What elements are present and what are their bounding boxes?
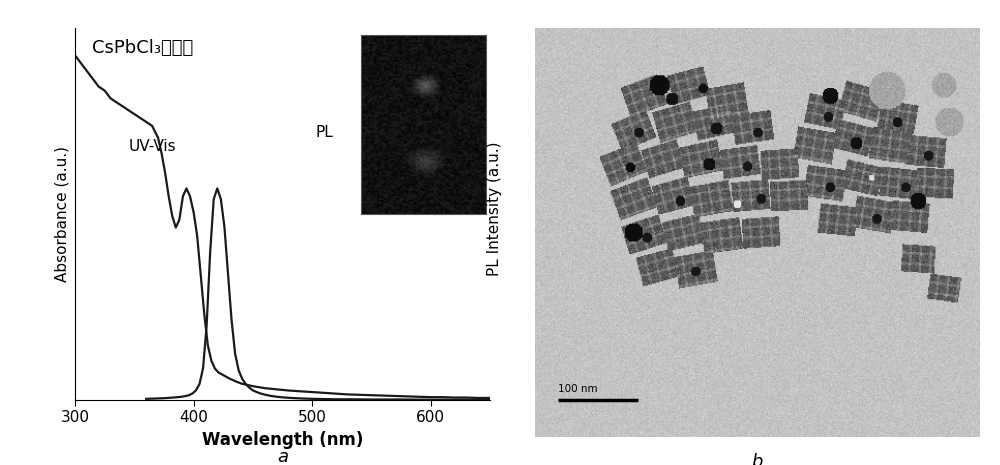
- Text: PL: PL: [316, 125, 333, 140]
- Text: 100 nm: 100 nm: [558, 384, 597, 394]
- Text: b: b: [752, 453, 763, 465]
- Text: UV-Vis: UV-Vis: [129, 140, 177, 154]
- Text: a: a: [277, 448, 288, 465]
- Text: PL Intensity (a.u.): PL Intensity (a.u.): [488, 142, 503, 277]
- X-axis label: Wavelength (nm): Wavelength (nm): [202, 431, 363, 449]
- Text: CsPbCl₃纳米晶: CsPbCl₃纳米晶: [92, 39, 193, 57]
- Y-axis label: Absorbance (a.u.): Absorbance (a.u.): [54, 146, 69, 282]
